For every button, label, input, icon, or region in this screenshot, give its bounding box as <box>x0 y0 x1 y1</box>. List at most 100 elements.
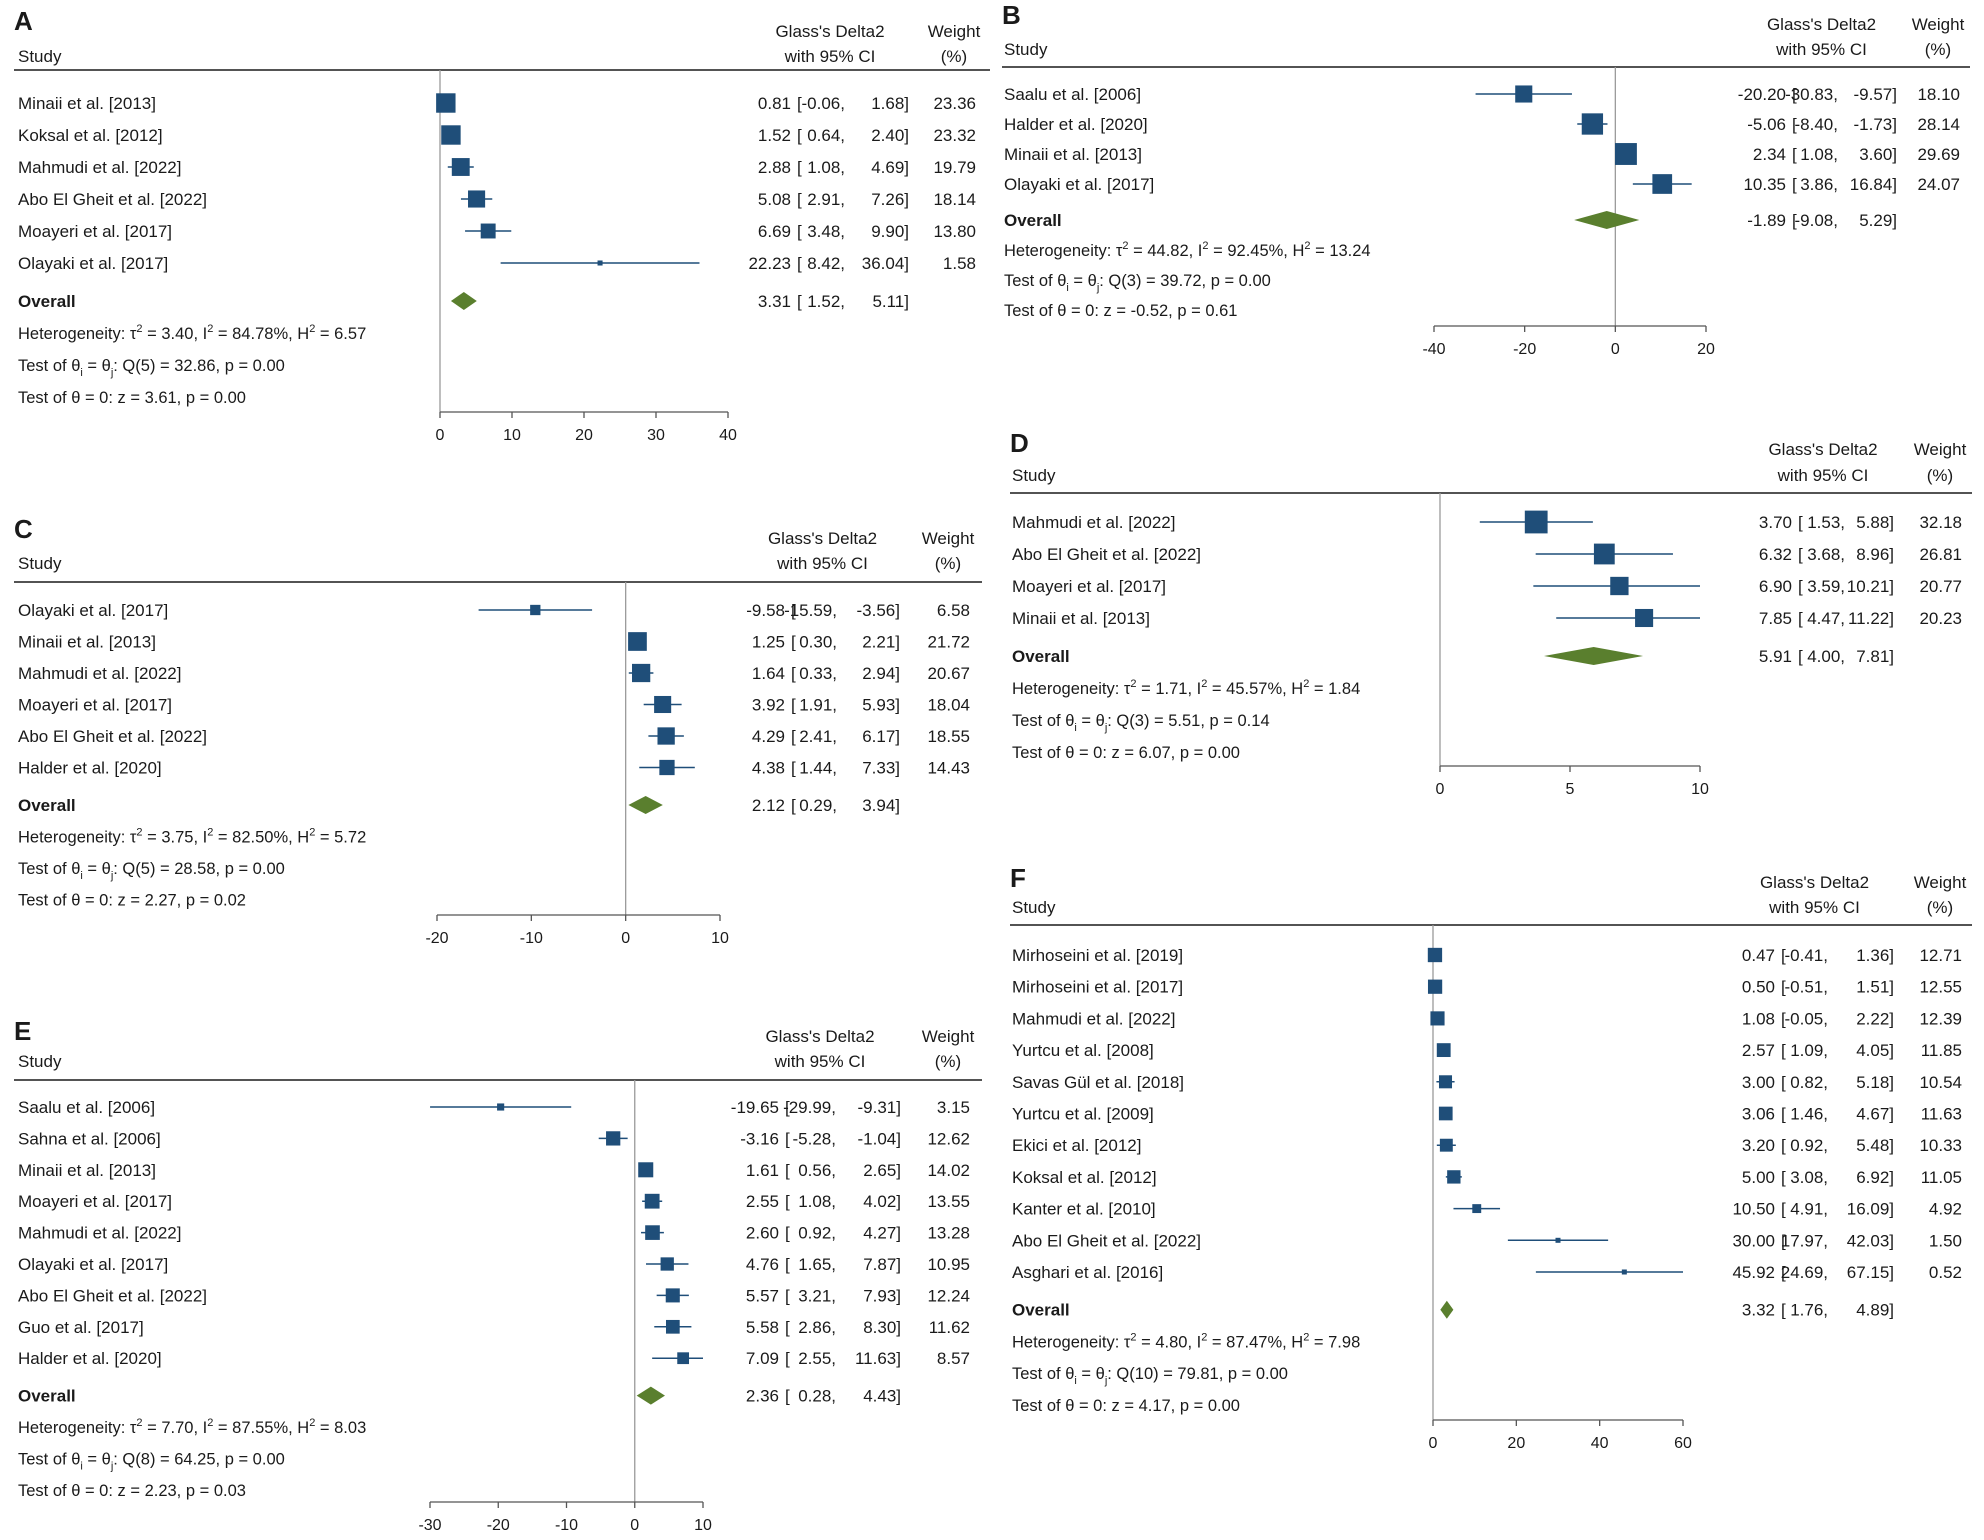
effect-marker <box>677 1352 690 1365</box>
weight: 11.63 <box>1921 1105 1962 1124</box>
header-ci: with 95% CI <box>1775 40 1867 59</box>
weight: 12.55 <box>1919 978 1962 997</box>
overall-diamond <box>1440 1300 1454 1319</box>
ci-lower: -0.41, <box>1785 946 1828 965</box>
ci-lower: 0.92, <box>1790 1136 1828 1155</box>
ci-bracket: [ <box>791 696 796 715</box>
ci-lower: 1.65, <box>798 1255 836 1274</box>
overall-effect-size: 5.91 <box>1759 647 1792 666</box>
study-name: Ekici et al. [2012] <box>1012 1136 1141 1155</box>
study-name: Abo El Gheit et al. [2022] <box>1012 545 1201 564</box>
effect-size: 1.64 <box>752 664 785 683</box>
overall-diamond <box>628 796 663 814</box>
header-ci: with 95% CI <box>774 1052 866 1071</box>
header-weight-unit: (%) <box>1925 40 1951 59</box>
statistic-line: Test of θi = θj: Q(10) = 79.81, p = 0.00 <box>1012 1365 1288 1387</box>
ci-bracket: [ <box>797 254 802 273</box>
study-name: Savas Gül et al. [2018] <box>1012 1073 1184 1092</box>
ci-bracket: [ <box>1798 513 1803 532</box>
study-name: Olayaki et al. [2017] <box>18 254 168 273</box>
forest-panel-e: E Study Glass's Delta2 with 95% CI Weight (%)… <box>14 1016 982 1534</box>
study-row: Ekici et al. [2012] 3.20 [0.92, 5.48] 10.33 <box>1012 1136 1962 1155</box>
ci-upper: -3.56] <box>857 601 900 620</box>
ci-bracket: [ <box>785 1161 790 1180</box>
study-name: Koksal et al. [2012] <box>1012 1168 1157 1187</box>
effect-size: 5.00 <box>1742 1168 1775 1187</box>
ci-upper: 10.21] <box>1847 577 1894 596</box>
ci-upper: 5.88] <box>1856 513 1894 532</box>
ci-lower: 2.91, <box>807 190 845 209</box>
ci-lower: 1.08, <box>807 158 845 177</box>
effect-size: 22.23 <box>748 254 791 273</box>
effect-size: 5.58 <box>746 1318 779 1337</box>
panel-label: B <box>1002 0 1021 30</box>
study-name: Olayaki et al. [2017] <box>18 1255 168 1274</box>
effect-size: 30.00 <box>1732 1231 1775 1250</box>
ci-lower: 0.82, <box>1790 1073 1828 1092</box>
study-row: Savas Gül et al. [2018] 3.00 [0.82, 5.18] 10… <box>1012 1073 1962 1092</box>
statistic-line: Test of θi = θj: Q(5) = 32.86, p = 0.00 <box>18 357 285 379</box>
statistic-line: Test of θ = 0: z = 6.07, p = 0.00 <box>1012 744 1240 762</box>
ci-bracket: [ <box>785 1255 790 1274</box>
ci-upper: 11.22] <box>1848 609 1894 628</box>
study-name: Halder et al. [2020] <box>18 759 162 778</box>
effect-size: 1.08 <box>1742 1009 1775 1028</box>
weight: 20.67 <box>927 664 970 683</box>
ci-bracket: [ <box>1781 1263 1786 1282</box>
study-row: Moayeri et al. [2017] 6.69 [3.48, 9.90] 13.8… <box>18 222 976 241</box>
statistic-line: Test of θi = θj: Q(3) = 5.51, p = 0.14 <box>1012 712 1270 734</box>
study-row: Mahmudi et al. [2022] 1.64 [0.33, 2.94] 20.6… <box>18 663 970 683</box>
effect-marker <box>644 1193 660 1209</box>
ci-bracket: [ <box>1792 145 1797 164</box>
effect-size: 6.32 <box>1759 545 1792 564</box>
weight: 14.43 <box>927 759 970 778</box>
ci-upper: -1.73] <box>1854 115 1897 134</box>
header-study: Study <box>18 1052 62 1071</box>
weight: 23.32 <box>933 126 976 145</box>
ci-lower: 3.48, <box>807 222 845 241</box>
ci-lower: 3.86, <box>1800 175 1838 194</box>
ci-upper: 2.94] <box>862 664 900 683</box>
study-name: Yurtcu et al. [2009] <box>1012 1105 1154 1124</box>
ci-upper: 16.84] <box>1850 175 1897 194</box>
study-name: Mahmudi et al. [2022] <box>18 664 181 683</box>
study-name: Minaii et al. [2013] <box>1004 145 1142 164</box>
weight: 13.28 <box>927 1224 970 1243</box>
effect-size: -19.65 <box>731 1098 779 1117</box>
study-row: Koksal et al. [2012] 5.00 [3.08, 6.92] 11.05 <box>1012 1168 1962 1187</box>
study-row: Yurtcu et al. [2008] 2.57 [1.09, 4.05] 11.85 <box>1012 1041 1962 1060</box>
header-weight: Weight <box>1914 873 1967 892</box>
ci-bracket: [ <box>797 126 802 145</box>
ci-bracket: [ <box>791 601 796 620</box>
ci-lower: -29.99, <box>783 1098 836 1117</box>
study-row: Kanter et al. [2010] 10.50 [4.91, 16.09] 4.9… <box>1012 1200 1962 1219</box>
study-row: Minaii et al. [2013] 1.61 [0.56, 2.65] 14.02 <box>18 1161 970 1180</box>
study-row: Halder et al. [2020] 7.09 [2.55, 11.63] 8.57 <box>18 1349 970 1368</box>
study-row: Mahmudi et al. [2022] 3.70 [1.53, 5.88] 32.1… <box>1012 510 1962 534</box>
overall-label: Overall <box>1012 1301 1070 1320</box>
effect-size: 5.08 <box>758 190 791 209</box>
effect-marker <box>497 1103 505 1111</box>
ci-lower: 1.53, <box>1807 513 1845 532</box>
effect-size: 2.57 <box>1742 1041 1775 1060</box>
effect-marker <box>1593 543 1615 565</box>
weight: 26.81 <box>1919 545 1962 564</box>
effect-size: 4.38 <box>752 759 785 778</box>
ci-upper: 8.30] <box>863 1318 901 1337</box>
effect-size: 2.55 <box>746 1192 779 1211</box>
weight: 13.80 <box>933 222 976 241</box>
ci-lower: 3.68, <box>1807 545 1845 564</box>
effect-marker <box>665 1288 680 1303</box>
overall-label: Overall <box>18 796 76 815</box>
weight: 18.55 <box>927 727 970 746</box>
weight: 23.36 <box>933 94 976 113</box>
ci-lower: -0.05, <box>1785 1009 1828 1028</box>
effect-marker <box>1524 510 1548 534</box>
ci-upper: 2.65] <box>863 1161 901 1180</box>
weight: 11.62 <box>929 1318 970 1337</box>
effect-marker <box>1447 1170 1461 1184</box>
overall-ci-upper: 7.81] <box>1856 647 1894 666</box>
header-effect-size: Glass's Delta2 <box>1760 873 1869 892</box>
ci-upper: 4.27] <box>863 1224 901 1243</box>
